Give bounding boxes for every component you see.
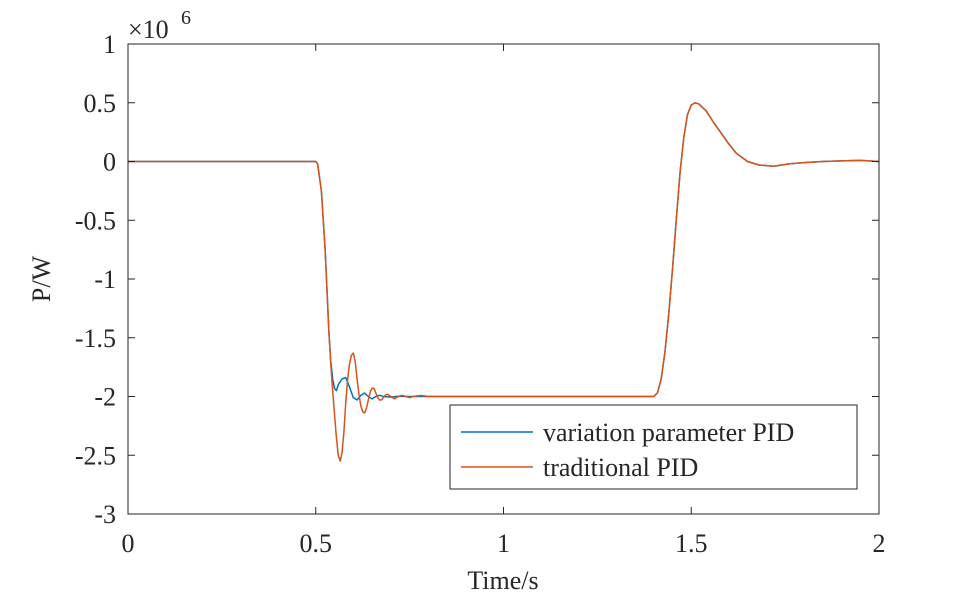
x-tick-label: 1 (497, 529, 510, 558)
x-axis-label: Time/s (467, 566, 538, 595)
y-tick-label: 0 (103, 148, 116, 177)
y-tick-label: -2.5 (75, 441, 116, 470)
series-layer (128, 102, 880, 462)
x-tick-label: 0 (122, 529, 135, 558)
x-tick-label: 0.5 (300, 529, 333, 558)
legend-label-traditional-pid: traditional PID (543, 453, 698, 482)
axes-layer: 0 0.5 1 1.5 2 1 0.5 0 -0.5 -1 -1.5 -2 -2.5 -3 (75, 30, 886, 558)
x-tick-label: 2 (873, 529, 886, 558)
y-axis-label: P/W (27, 255, 56, 302)
x-tick-label: 1.5 (675, 529, 708, 558)
y-exponent-power: 6 (181, 7, 191, 29)
series-line-traditional-pid (128, 102, 880, 462)
y-tick-label: 0.5 (84, 89, 117, 118)
y-tick-label: -2 (94, 383, 116, 412)
legend[interactable]: variation parameter PID traditional PID (449, 404, 858, 490)
legend-label-variation-parameter-pid: variation parameter PID (543, 418, 794, 447)
y-tick-label: -0.5 (75, 206, 116, 235)
y-tick-label: -1 (94, 265, 116, 294)
y-tick-label: -1.5 (75, 324, 116, 353)
y-exponent-base: ×10 (128, 15, 169, 44)
y-tick-label: 1 (103, 30, 116, 59)
y-tick-label: -3 (94, 500, 116, 529)
legend-box (449, 404, 858, 490)
